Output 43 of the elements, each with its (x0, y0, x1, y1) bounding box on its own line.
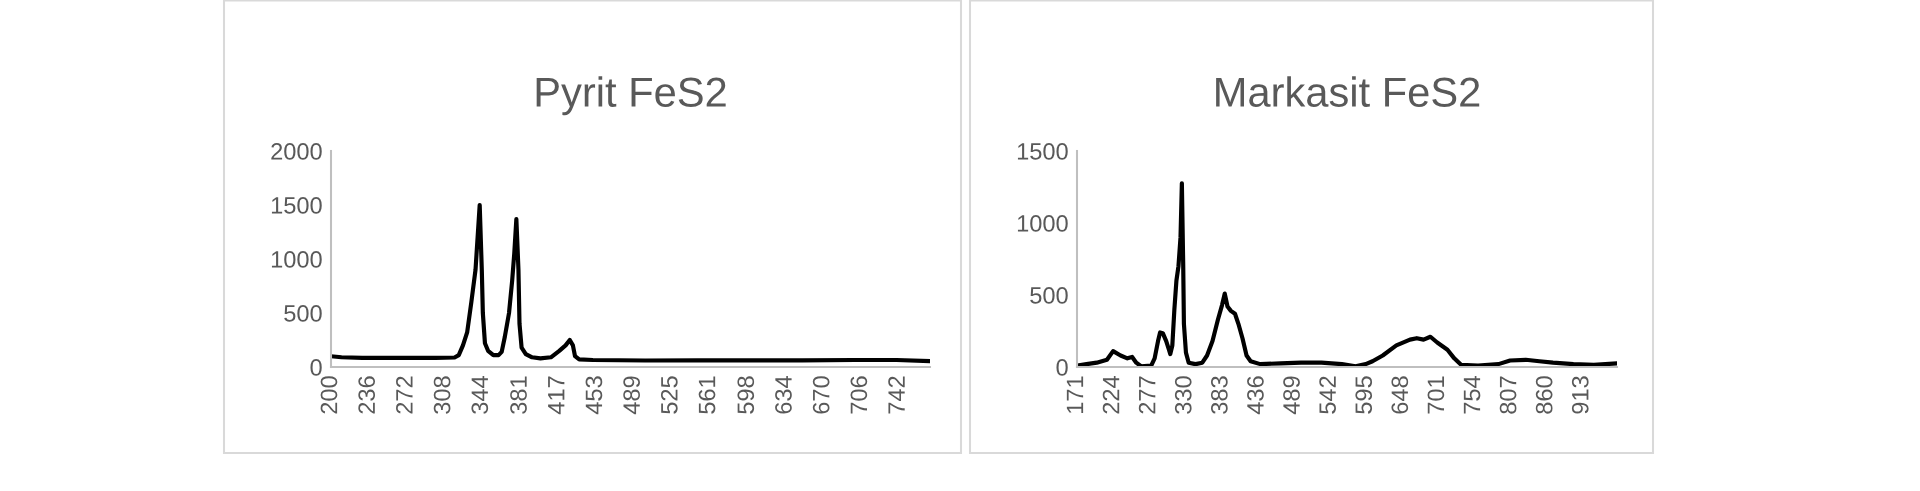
y-tick-label: 2000 (271, 143, 322, 160)
x-tick-label: 701 (1427, 376, 1445, 414)
line-series (331, 202, 930, 364)
y-tick-label: 500 (1030, 287, 1068, 304)
x-tick-label: 634 (775, 376, 792, 414)
x-tick-label: 344 (471, 376, 489, 414)
y-tick-label: 1500 (271, 197, 322, 214)
x-tick-label: 598 (737, 376, 755, 414)
x-tick-label: 417 (548, 376, 565, 415)
x-tick-label: 913 (1571, 376, 1589, 414)
x-tick-label: 648 (1391, 376, 1409, 414)
x-tick-label: 706 (850, 376, 868, 414)
x-tick-label: 807 (1499, 376, 1517, 414)
x-tick-label: 489 (1283, 376, 1300, 415)
x-tick-label: 436 (1247, 376, 1264, 415)
y-tick-label: 0 (310, 359, 322, 376)
x-tick-label: 308 (433, 376, 451, 414)
x-tick-label: 742 (888, 376, 905, 414)
x-tick-label: 525 (660, 376, 678, 414)
y-tick-label: 1000 (271, 251, 322, 268)
chart-title: Pyrit FeS2 (536, 76, 726, 116)
y-tick-label: 0 (1056, 359, 1068, 376)
x-tick-label: 381 (510, 376, 527, 414)
x-tick-label: 224 (1102, 376, 1120, 414)
x-tick-label: 453 (585, 376, 603, 415)
chart-title: Markasit FeS2 (1216, 76, 1480, 107)
x-tick-label: 171 (1066, 376, 1084, 413)
x-tick-label: 542 (1319, 376, 1336, 414)
y-tick-label: 500 (284, 305, 322, 322)
x-tick-label: 561 (698, 376, 716, 414)
x-tick-label: 277 (1138, 376, 1156, 414)
y-tick-label: 1000 (1017, 215, 1068, 232)
x-tick-label: 489 (623, 376, 640, 415)
x-tick-label: 330 (1174, 376, 1192, 414)
x-tick-label: 754 (1463, 376, 1481, 414)
y-tick-label: 1500 (1017, 143, 1068, 160)
x-tick-label: 200 (320, 376, 338, 414)
x-tick-label: 860 (1535, 376, 1553, 414)
x-tick-label: 236 (358, 376, 376, 414)
x-tick-label: 670 (812, 376, 830, 414)
x-tick-label: 272 (396, 376, 413, 414)
x-tick-label: 595 (1355, 376, 1373, 414)
x-tick-label: 383 (1210, 376, 1228, 414)
